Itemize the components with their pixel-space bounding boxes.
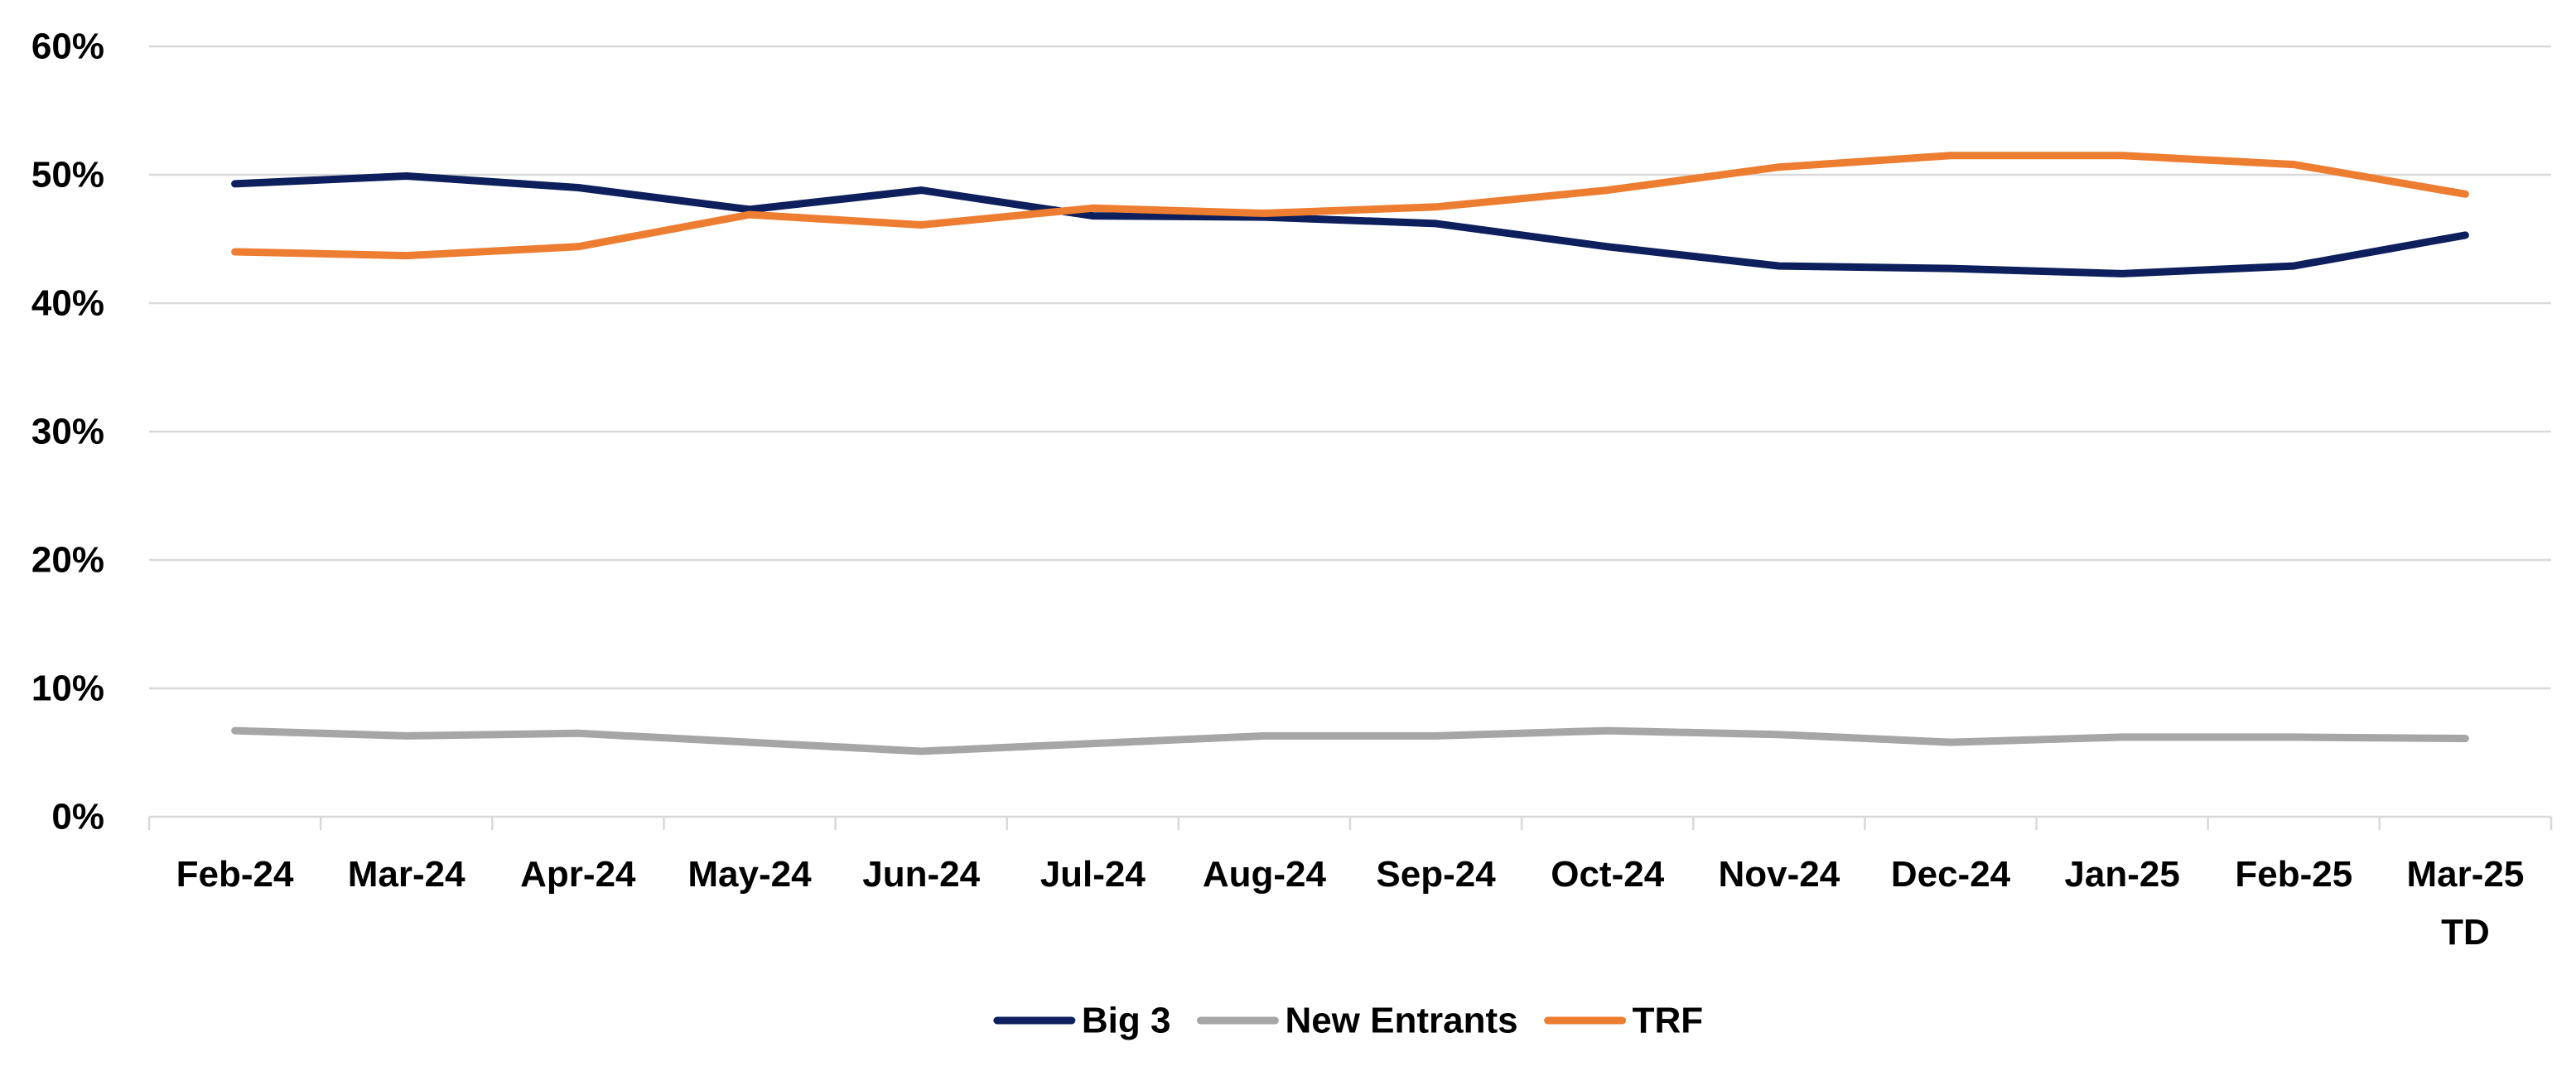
x-axis-tick-labels: Feb-24 Mar-24 Apr-24 May-24 Jun-24 Jul-24 Aug-… [176,854,2525,953]
x-axis [147,815,2553,830]
x-tick-label: Sep-24 [1376,854,1496,895]
x-tick-label: Dec-24 [1891,854,2011,895]
series-lines [231,152,2469,755]
y-tick-label: 20% [31,540,104,581]
series-line-new-entrants [231,726,2469,755]
gridlines [149,45,2551,690]
x-tick-label: Mar-24 [348,854,466,895]
x-tick-label: Aug-24 [1203,854,1327,895]
x-tick-label: Nov-24 [1718,854,1840,895]
x-tick-label: Apr-24 [520,854,636,895]
x-tick-label: Mar-25 TD [2407,854,2525,953]
x-tick-label: Oct-24 [1551,854,1664,895]
legend-item-new-entrants: New Entrants [1196,1001,1518,1041]
legend-label: New Entrants [1285,1001,1517,1041]
y-tick-label: 40% [31,283,104,324]
legend-item-trf: TRF [1544,1001,1704,1041]
series-line-trf [231,152,2469,260]
x-tick-label: Jun-24 [862,854,980,895]
legend-label: TRF [1633,1001,1704,1041]
x-tick-label: Feb-25 [2235,854,2352,895]
series-line-big-3 [231,172,2469,277]
y-tick-label: 30% [31,412,104,452]
x-tick-label: May-24 [687,854,812,895]
y-tick-label: 60% [31,27,104,67]
y-tick-label: 0% [51,797,104,837]
legend: Big 3 New Entrants TRF [993,1001,1704,1041]
y-tick-label: 50% [31,155,104,195]
legend-label: Big 3 [1082,1001,1171,1041]
y-axis-tick-labels: 0% 10% 20% 30% 40% 50% 60% [31,27,104,837]
y-tick-label: 10% [31,668,104,709]
x-tick-label: Jul-24 [1040,854,1146,895]
x-tick-label: Jan-25 [2064,854,2179,895]
legend-item-big-3: Big 3 [993,1001,1171,1041]
x-tick-label: Feb-24 [176,854,294,895]
